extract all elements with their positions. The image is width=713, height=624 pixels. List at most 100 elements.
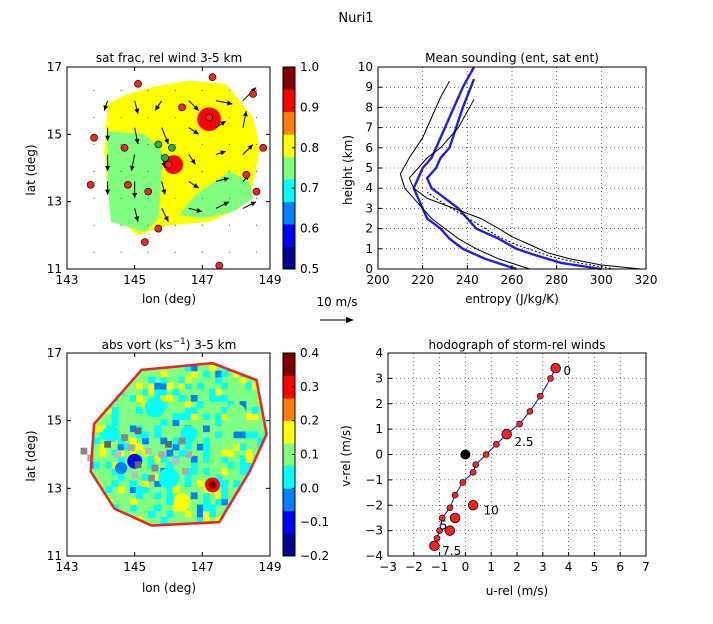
vort-colorbar-segment [283,533,295,557]
wind-grid-dot [93,197,95,199]
hodograph-point [526,408,534,415]
wind-grid-dot [120,251,122,253]
sounding-xtick-label: 260 [501,273,524,287]
vort-cell [245,522,253,526]
vort-cell [129,486,137,494]
sounding-point-red [134,79,142,88]
vort-cell [184,364,192,372]
sat-colorbar-segment [283,111,295,135]
wind-vector-head [196,208,202,213]
vort-cell [93,370,101,378]
vort-cell [148,388,155,396]
hodograph-marker-large [550,363,561,374]
vort-cell [160,394,168,402]
vort-cell [184,382,192,390]
sounding-profile-3 [408,99,642,270]
wind-vector-head [250,201,257,207]
sounding-point-red [86,180,95,189]
vort-cell [245,455,253,463]
vort-cell [190,455,198,463]
wind-vector-head [163,216,169,222]
vort-cell [172,388,180,396]
vort-cell [203,486,210,494]
vort-cell [166,498,174,506]
vort-colorbar-segment [283,398,295,421]
vort-cell [251,474,259,481]
vort-blob-5 [144,396,166,418]
vort-cell [227,510,235,518]
sounding-point-red [178,103,186,112]
wind-grid-dot [255,251,258,253]
sat-frac-ytick-label: 13 [47,195,62,209]
wind-grid-dot [201,251,203,253]
wind-vector-head [247,144,253,150]
vort-colorbar-segment [283,488,295,512]
wind-grid-dot [255,170,258,172]
hodograph-marker-large [501,429,512,440]
vort-cell [215,492,222,500]
vort-cell [215,474,222,481]
vort-cell [251,492,259,500]
vort-cell [221,468,229,475]
vort-cell [136,407,143,414]
sounding-profile-4 [426,191,615,270]
sat-frac-xtick-label: 147 [191,273,214,287]
vort-cell [148,376,155,384]
vort-cell [178,413,186,420]
vort-cell [227,401,235,408]
hodograph-xtick-label: 2 [513,560,521,574]
vort-masked-cell [114,451,122,458]
sounding-point-red [215,261,224,270]
sounding-ytick-label: 10 [358,60,373,74]
sounding-point-red [252,187,261,196]
hodograph-marker-large [449,512,461,524]
sounding-point-red [259,143,268,152]
vort-cell [190,394,198,402]
vort-cell [215,419,222,427]
wind-grid-dot [228,143,230,146]
sounding-xtick-label: 300 [590,273,613,287]
wind-grid-dot [255,143,258,146]
hodograph-xtick-label: 1 [487,560,495,574]
vort-cell [90,363,95,366]
wind-grid-dot [174,170,176,172]
sounding-xtick-label: 280 [545,273,568,287]
sounding-point-green [168,143,176,152]
vort-cell [160,370,168,378]
vort-cell [90,376,95,384]
vort-cell [172,363,180,366]
sat-frac-region-1 [178,171,254,219]
vort-ytick-label: 17 [47,346,62,360]
vort-xtick-label: 147 [191,560,214,574]
vort-cell [99,364,107,372]
vort-cell [227,449,235,457]
vort-cell [90,504,95,512]
vort-cell [245,431,253,439]
vort-cell [190,407,198,414]
vort-cell [257,510,265,518]
wind-grid-dot [93,224,95,226]
vort-cell [221,449,229,457]
vort-cell [239,431,247,439]
vort-cell [105,364,113,372]
wind-grid-dot [201,197,203,199]
vort-cell [154,455,162,463]
hodograph-ytick-label: 3 [375,371,383,385]
vort-colorbar-tick-label: 0.4 [300,346,319,360]
vort-cell [215,376,222,384]
vort-ytick-label: 13 [47,481,62,495]
sounding-panel: Mean sounding (ent, sat ent) entropy (J/… [341,51,657,306]
hodograph-ytick-label: −2 [365,498,383,512]
vort-cell [142,431,149,439]
vort-masked-cell [134,461,142,469]
hodograph-marker-large [467,500,479,511]
vort-cell [178,363,186,366]
hodograph-point [436,527,443,534]
vort-cell [233,480,241,487]
vort-cell [203,437,210,445]
hodograph-xtick-label: 6 [616,560,624,574]
vort-masked-cell [144,447,152,455]
hodograph-point [547,375,554,382]
vort-masked-cell [131,471,139,479]
hodograph-ytick-label: 2 [375,397,383,411]
